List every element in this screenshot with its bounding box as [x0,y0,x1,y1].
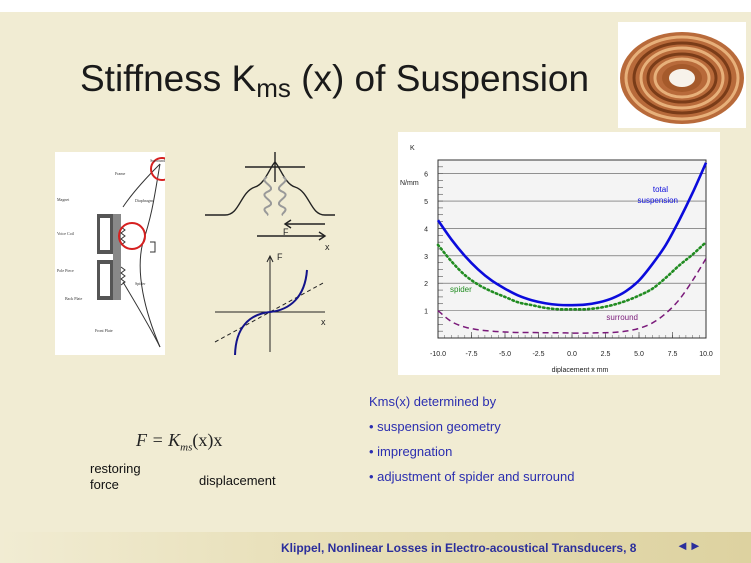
kms-item-adjustment: • adjustment of spider and surround [369,469,575,484]
x-tick-label: 7.5 [668,351,678,358]
kms-item-geometry: • suspension geometry [369,419,501,434]
y-tick-label: 4 [424,226,428,233]
y-tick-label: 6 [424,172,428,179]
formula-rhs: (x)x [192,430,223,450]
label-front-plate: Front Plate [95,328,113,333]
label-pole-piece: Pole Piece [57,268,74,273]
nav-arrows-icon[interactable]: ◄► [676,538,702,553]
force-arrow-label: F [283,227,289,237]
series-label: spider [450,285,472,294]
suspension-diagrams: F x F x [195,152,355,358]
label-frame: Frame [115,171,125,176]
stiffness-chart-svg: 1 2 3 4 5 6 -10.0 -7.5 -5.0 -2.5 0.0 2.5 5.0 7.5 10.0 K… [400,145,713,374]
title-main: Stiffness K [80,58,257,99]
formula-lhs: F = K [136,430,181,450]
y-tick-label: 1 [424,309,428,316]
series-line-total-suspension [436,162,708,307]
curve-F-label: F [277,252,283,262]
series-label: surround [606,313,638,322]
kms-heading: Kms(x) determined by [369,394,497,409]
y-tick-label: 2 [424,281,428,288]
title-subscript: ms [256,73,291,103]
title-rest: (x) of Suspension [290,58,590,99]
series-label: suspension [638,196,678,205]
y-tick-label: 3 [424,254,428,261]
force-axis-x-label: x [325,242,330,252]
kms-item-impregnation: • impregnation [369,444,453,459]
slide-title: Stiffness Kms (x) of Suspension [80,58,590,103]
spider-photo [618,22,746,128]
y-tick-label: 5 [424,199,428,206]
x-tick-label: 10.0 [699,351,713,358]
label-diaphragm: Diaphragm [135,198,154,203]
y-axis-label: K [410,145,415,152]
x-tick-label: -5.0 [499,351,511,358]
spider-photo-graphic [620,32,744,124]
suspension-profile-and-force-curve: F x F x [205,152,335,358]
stiffness-chart: 1 2 3 4 5 6 -10.0 -7.5 -5.0 -2.5 0.0 2.5 5.0 7.5 10.0 K… [398,132,720,375]
label-magnet: Magnet [57,197,70,202]
x-tick-label: 2.5 [601,351,611,358]
force-formula: F = Kms(x)x [136,430,222,454]
label-spider: Spider [135,281,146,286]
speaker-cross-section: Surround Frame Diaphragm Magnet Voice Co… [55,152,174,355]
restoring-force-label: restoring force [90,461,141,492]
label-back-plate: Back Plate [65,296,82,301]
x-tick-label: 0.0 [567,351,577,358]
label-surround: Surround [150,158,165,163]
x-tick-label: -2.5 [532,351,544,358]
x-tick-label: 5.0 [634,351,644,358]
series-label: total [653,185,668,194]
series-line-spider [436,240,708,311]
y-axis-unit: N/mm [400,180,419,187]
formula-sub: ms [180,441,193,454]
speaker-drawing: Surround Frame Diaphragm Magnet Voice Co… [57,157,174,348]
x-axis-label: diplacement x mm [552,367,609,374]
series-line-surround [437,258,707,334]
top-band [0,0,751,12]
displacement-label: displacement [199,473,276,488]
label-voice-coil: Voice Coil [57,231,75,236]
x-tick-label: -10.0 [430,351,446,358]
curve-x-label: x [321,317,326,327]
footer-bar [0,532,751,563]
x-tick-label: -7.5 [465,351,477,358]
footer-citation: Klippel, Nonlinear Losses in Electro-aco… [281,541,637,555]
